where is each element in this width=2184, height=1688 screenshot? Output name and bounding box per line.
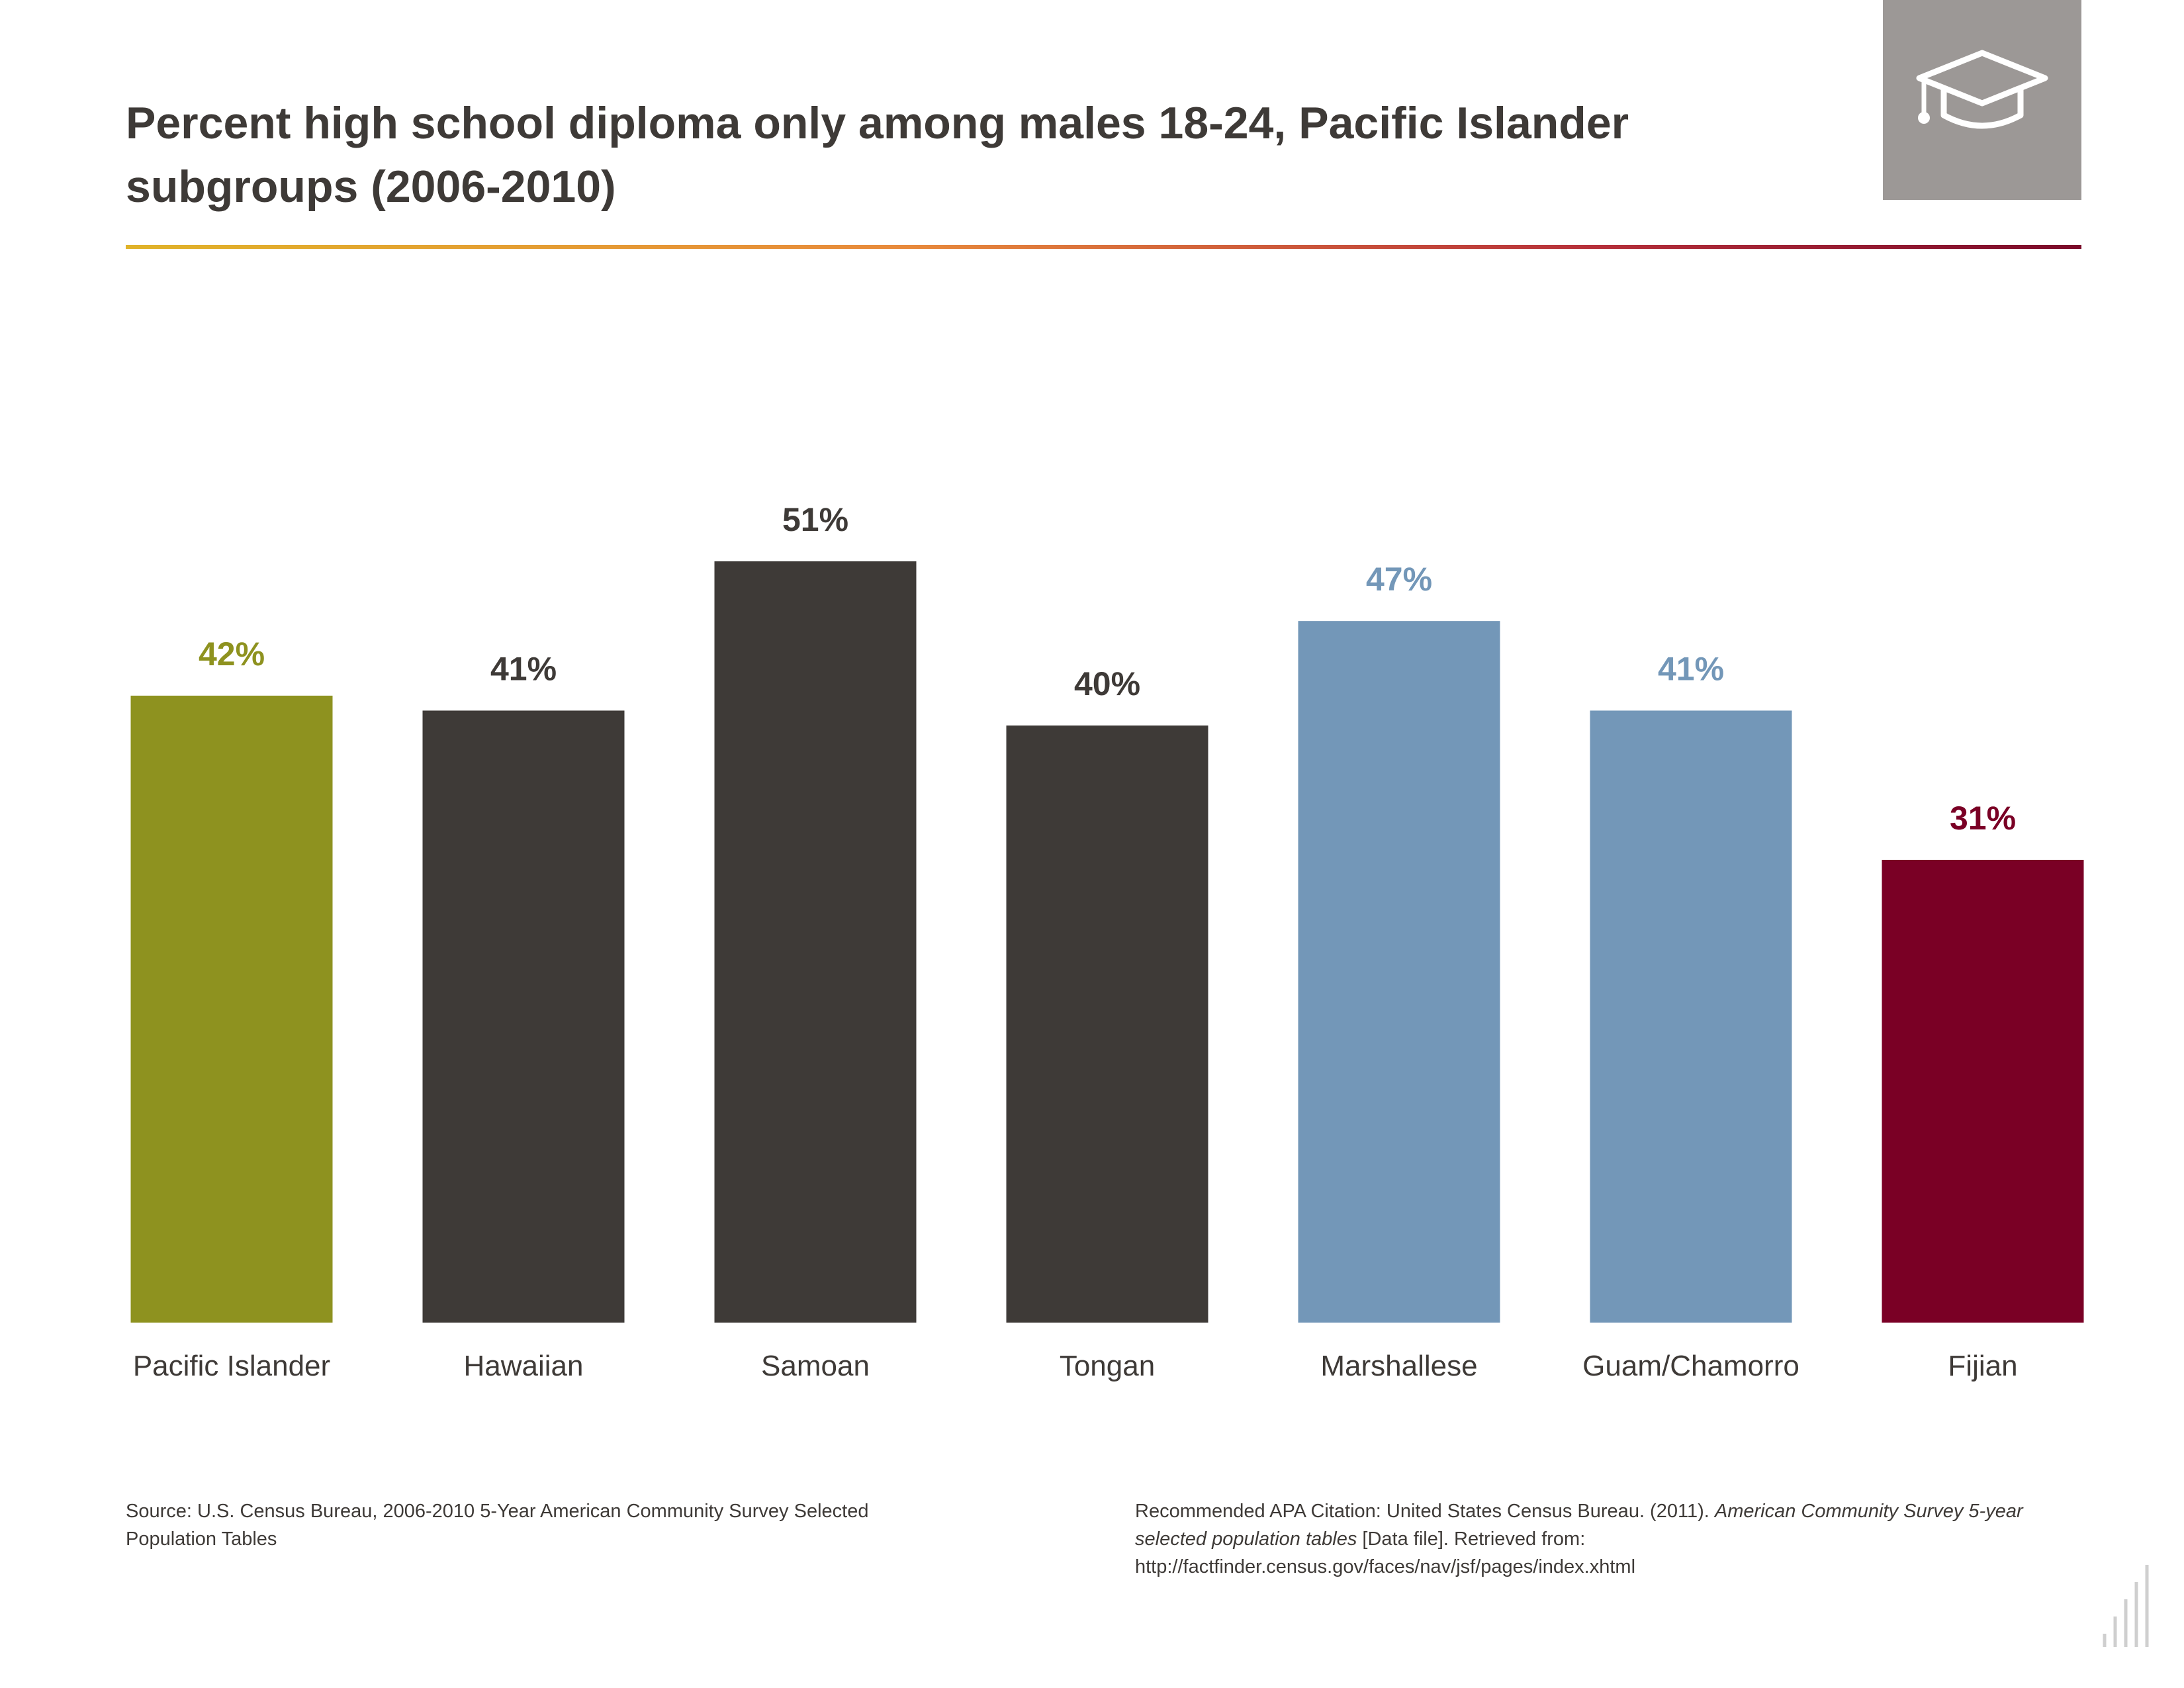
category-badge <box>1883 0 2081 200</box>
category-label: Pacific Islander <box>133 1350 330 1382</box>
citation-note: Recommended APA Citation: United States … <box>1135 1497 2075 1581</box>
value-label: 40% <box>1074 665 1140 702</box>
value-label: 41% <box>1658 650 1724 687</box>
category-label: Tongan <box>1060 1350 1155 1382</box>
citation-prefix: Recommended APA Citation: United States … <box>1135 1501 1715 1522</box>
graduation-cap-icon <box>1916 50 2048 129</box>
value-label: 31% <box>1950 800 2016 837</box>
source-note: Source: U.S. Census Bureau, 2006-2010 5-… <box>126 1501 869 1550</box>
bar-guam-chamorro <box>1590 710 1792 1323</box>
bar-samoan <box>714 561 917 1323</box>
category-label: Guam/Chamorro <box>1582 1350 1799 1382</box>
value-label: 42% <box>199 635 265 673</box>
title-divider <box>126 245 2081 249</box>
value-label: 41% <box>490 650 557 687</box>
citation-title: American Community Survey 5-year selecte… <box>1135 1501 2023 1550</box>
bar-marshallese <box>1298 621 1500 1323</box>
bar-tongan <box>1006 726 1208 1323</box>
category-label: Samoan <box>761 1350 870 1382</box>
bar-fijian <box>1882 859 2084 1323</box>
value-label: 47% <box>1366 561 1432 598</box>
category-label: Marshallese <box>1320 1350 1477 1382</box>
bar-hawaiian <box>422 710 625 1323</box>
bar-pacific-islander <box>130 695 333 1323</box>
value-label: 51% <box>782 501 848 538</box>
bar-chart: 42% Pacific Islander 41% Hawaiian 51% Samoan 4… <box>130 501 2084 1382</box>
bars-logo-icon <box>2103 1565 2149 1647</box>
chart-title: Percent high school diploma only among m… <box>126 98 1629 212</box>
citation-suffix: [Data file]. Retrieved from: http://fact… <box>1135 1528 1636 1577</box>
category-label: Hawaiian <box>464 1350 584 1382</box>
category-label: Fijian <box>1948 1350 2017 1382</box>
